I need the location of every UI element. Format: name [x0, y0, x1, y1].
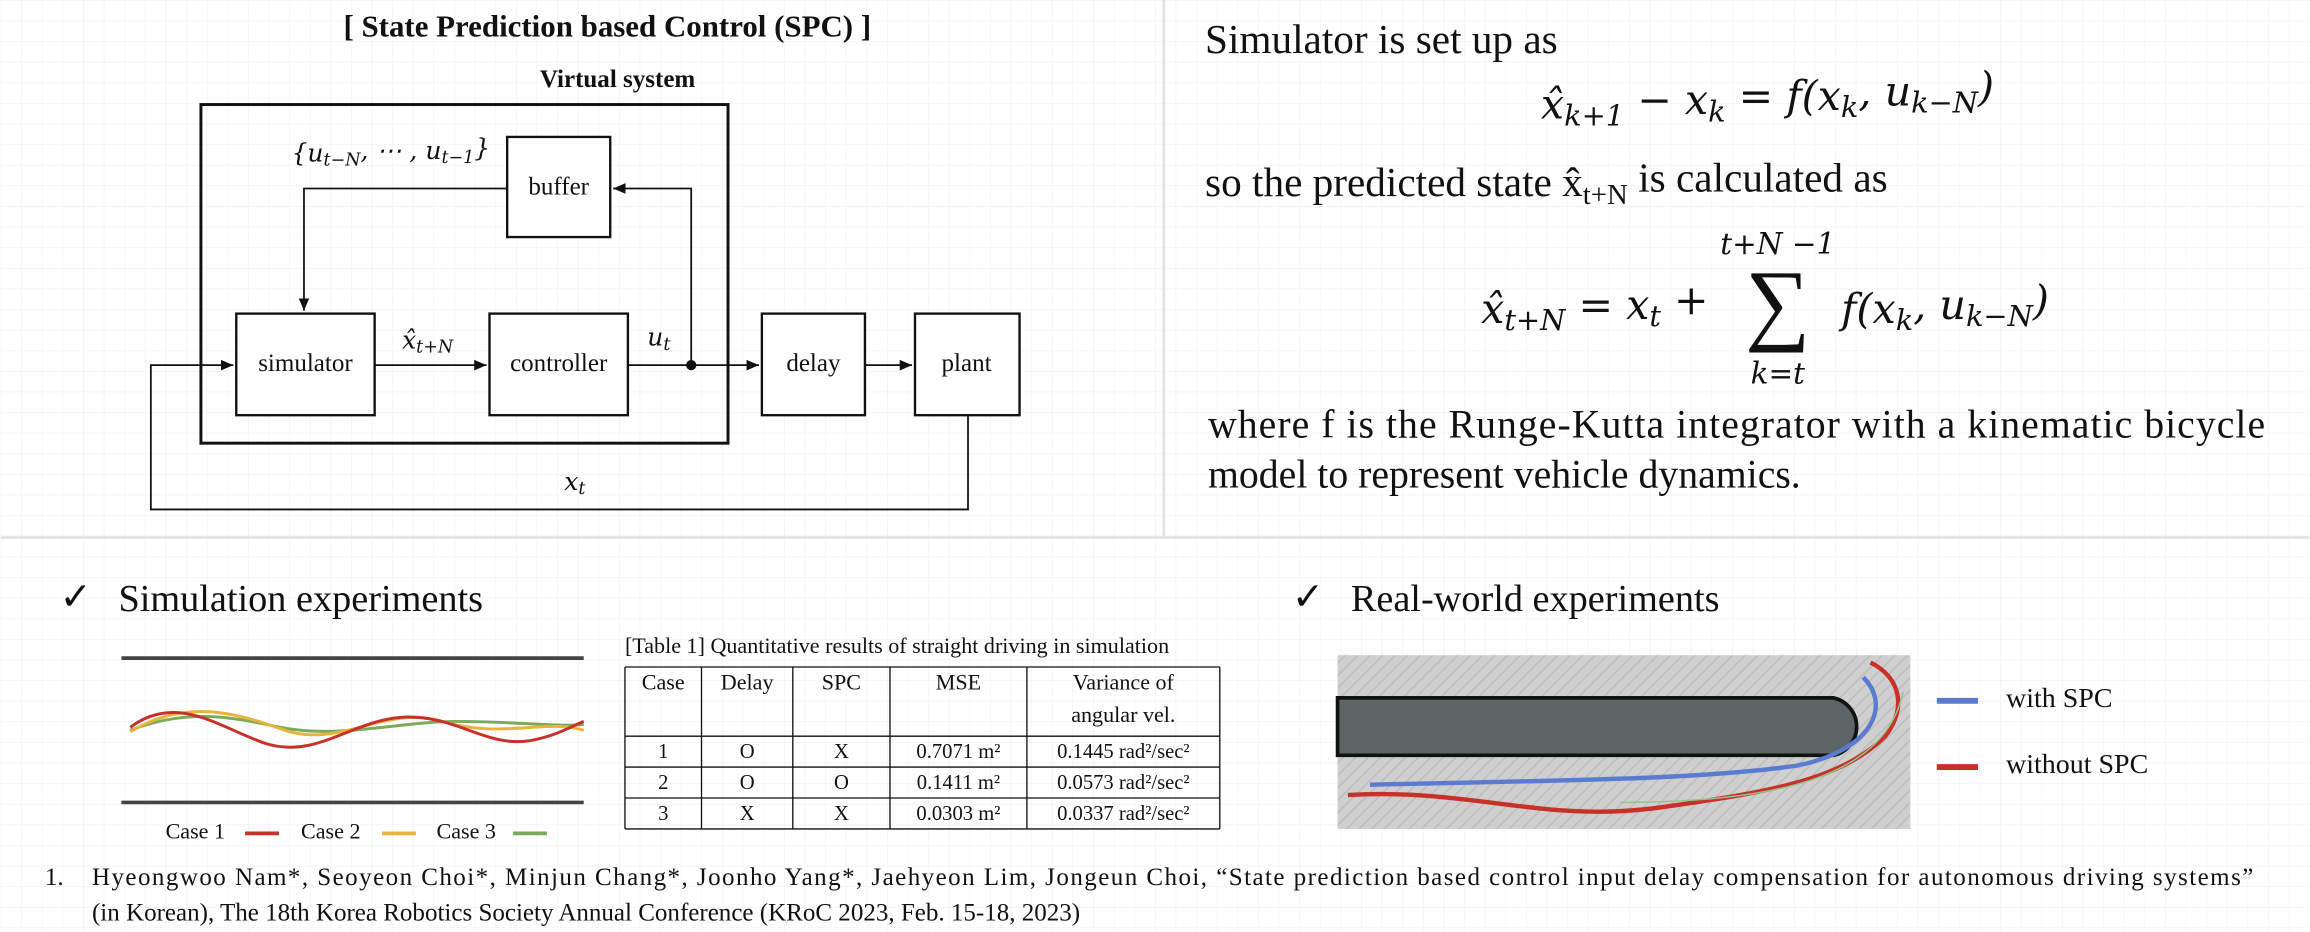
text-line: where f is the Runge-Kutta integrator wi…: [1208, 403, 2265, 447]
table-cell: 0.0337 rad²/sec²: [1057, 803, 1190, 825]
diagram-title: [ State Prediction based Control (SPC) ]: [343, 9, 871, 44]
table-cell: 0.1445 rad²/sec²: [1057, 741, 1190, 763]
arrow: [149, 359, 969, 511]
table-cell: X: [834, 741, 849, 763]
arrow: [298, 187, 508, 311]
legend-label: Case 1: [166, 818, 225, 843]
table-header: Case: [642, 670, 685, 695]
table-cell: 3: [658, 803, 668, 825]
block-label: controller: [510, 350, 608, 377]
legend-label: without SPC: [2006, 750, 2148, 781]
legend-label: Case 3: [436, 818, 495, 843]
block-label: buffer: [528, 173, 589, 200]
block: [488, 312, 630, 417]
trajectory: [129, 711, 585, 749]
formula: x̂k+1 − xk = f(xk, uk−N): [1541, 63, 1994, 133]
table-cell: O: [740, 772, 755, 794]
sum-upper: t+N −1: [1720, 227, 1835, 261]
text-line: so the predicted state x̂t+N is calculat…: [1205, 155, 1888, 211]
block-label: simulator: [258, 350, 353, 377]
legend-label: with SPC: [2006, 683, 2112, 714]
block: [505, 135, 612, 239]
simulation-plot: [121, 656, 585, 805]
signal-label: ut: [647, 322, 671, 354]
table-cell: 0.7071 m²: [916, 741, 1000, 763]
formula: f(xk, uk−N): [1838, 276, 2049, 337]
trajectory: [129, 715, 584, 733]
virtual-system-box: [199, 103, 730, 445]
table-cell: 0.0303 m²: [916, 803, 1000, 825]
sum-lower: k=t: [1751, 356, 1806, 390]
text-line: Simulator is set up as: [1205, 17, 1558, 63]
obstacle: [1335, 696, 1859, 758]
table-header: SPC: [822, 670, 861, 695]
trajectory: [1369, 675, 1878, 787]
section-heading: Simulation experiments: [118, 578, 483, 620]
table-cell: O: [834, 772, 849, 794]
footnote-line: (in Korean), The 18th Korea Robotics Soc…: [92, 899, 1080, 926]
check-mark: ✓: [60, 577, 92, 619]
table-cell: 0.0573 rad²/sec²: [1057, 772, 1190, 794]
formula: x̂t+N = xt +: [1481, 276, 1708, 337]
table-header: Variance of: [1073, 670, 1175, 695]
real-world-image: [1335, 655, 1911, 829]
table-cell: O: [740, 741, 755, 763]
footnote-number: 1.: [45, 864, 64, 891]
table-cell: X: [740, 803, 755, 825]
arrow: [613, 183, 693, 366]
check-mark: ✓: [1292, 577, 1324, 619]
sum-symbol: ∑: [1745, 252, 1810, 353]
signal-label: xt: [564, 466, 586, 498]
table-cell: 1: [658, 741, 668, 763]
table-header: Delay: [721, 670, 774, 695]
virtual-system-label: Virtual system: [540, 66, 696, 93]
table-cell: X: [834, 803, 849, 825]
table-header: MSE: [936, 670, 981, 695]
table-cell: 0.1411 m²: [917, 772, 1000, 794]
section-heading: Real-world experiments: [1351, 578, 1720, 620]
text-line: model to represent vehicle dynamics.: [1208, 453, 1801, 497]
table-header: angular vel.: [1071, 702, 1175, 727]
legend-label: Case 2: [301, 818, 360, 843]
table-cell: 2: [658, 772, 668, 794]
reference-path: [1620, 691, 1904, 804]
buffer-contents: {ut−N, ⋯ , ut−1}: [291, 133, 490, 170]
table: Case Delay SPC MSE Variance of angular vel. 1 O…: [624, 666, 1221, 830]
block-label: delay: [786, 350, 841, 377]
table-caption: [Table 1] Quantitative results of straig…: [625, 633, 1169, 658]
footnote-line: Hyeongwoo Nam*, Seoyeon Choi*, Minjun Ch…: [92, 864, 2253, 891]
block: [235, 312, 376, 417]
signal-label: x̂t+N: [402, 325, 454, 357]
junction: [686, 359, 697, 371]
block: [913, 312, 1021, 417]
block-label: plant: [942, 350, 992, 377]
